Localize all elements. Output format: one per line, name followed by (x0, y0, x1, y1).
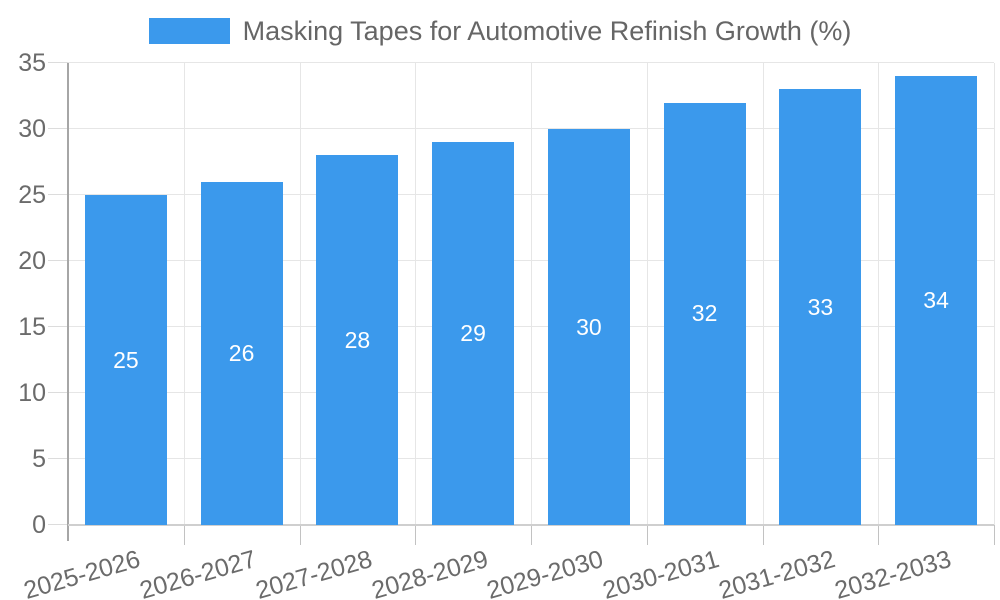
legend[interactable]: Masking Tapes for Automotive Refinish Gr… (0, 16, 1000, 46)
y-axis-tick (48, 62, 68, 63)
bar[interactable]: 33 (779, 89, 862, 525)
y-axis-tick (48, 458, 68, 459)
bar-value-label: 34 (923, 287, 949, 314)
gridline-vertical (994, 63, 995, 525)
gridline-vertical (762, 63, 764, 525)
bar[interactable]: 25 (84, 195, 167, 525)
y-axis-tick (48, 524, 68, 525)
y-axis-tick (48, 326, 68, 327)
y-axis-tick (48, 128, 68, 129)
bar-value-label: 26 (228, 339, 255, 366)
y-tick-label: 15 (18, 313, 46, 341)
gridline-vertical (415, 63, 417, 525)
legend-label: Masking Tapes for Automotive Refinish Gr… (242, 16, 852, 46)
x-axis-tick (531, 525, 532, 545)
x-tick-label: 2027-2028 (252, 545, 376, 600)
x-axis-tick (183, 525, 185, 545)
x-tick-label: 2031-2032 (715, 545, 839, 600)
y-tick-label: 25 (18, 181, 46, 209)
x-axis-tick (415, 525, 417, 545)
bar-value-label: 32 (691, 300, 718, 327)
gridline-vertical (531, 63, 532, 525)
y-tick-label: 30 (18, 115, 46, 143)
x-axis-tick (878, 525, 880, 545)
x-tick-label: 2026-2027 (136, 545, 260, 600)
bar[interactable]: 32 (663, 102, 746, 525)
y-tick-label: 0 (32, 511, 46, 539)
gridline-vertical (878, 63, 880, 525)
x-axis-tick (994, 525, 995, 545)
x-tick-label: 2032-2033 (831, 545, 954, 600)
y-tick-label: 5 (32, 445, 46, 473)
bar-value-label: 25 (113, 346, 139, 373)
x-axis-tick (646, 525, 648, 545)
y-axis-tick (48, 260, 68, 261)
bar[interactable]: 34 (895, 76, 978, 525)
x-tick-label: 2028-2029 (368, 545, 491, 600)
bar[interactable]: 29 (432, 142, 515, 525)
y-axis-tick (48, 392, 68, 393)
bar-value-label: 28 (344, 326, 371, 353)
bar-value-label: 29 (460, 320, 486, 347)
x-tick-label: 2025-2026 (20, 545, 144, 600)
gridline-vertical (299, 63, 301, 525)
x-tick-label: 2030-2031 (599, 545, 723, 600)
x-axis-tick (762, 525, 764, 545)
y-tick-label: 10 (18, 379, 46, 407)
gridline-vertical (183, 63, 185, 525)
bar-value-label: 30 (576, 313, 602, 340)
gridline-vertical (646, 63, 648, 525)
x-tick-label: 2029-2030 (483, 545, 607, 600)
bar-value-label: 33 (807, 293, 834, 320)
y-tick-label: 20 (18, 247, 46, 275)
y-axis-tick (48, 194, 68, 195)
bar[interactable]: 26 (200, 181, 283, 525)
bar[interactable]: 30 (547, 129, 630, 525)
legend-swatch (148, 18, 230, 44)
gridline-horizontal (68, 62, 994, 63)
y-tick-label: 35 (18, 49, 46, 77)
x-axis-line (68, 524, 994, 526)
bar[interactable]: 28 (316, 155, 399, 525)
x-axis-tick (299, 525, 301, 545)
y-axis-line (67, 63, 69, 541)
